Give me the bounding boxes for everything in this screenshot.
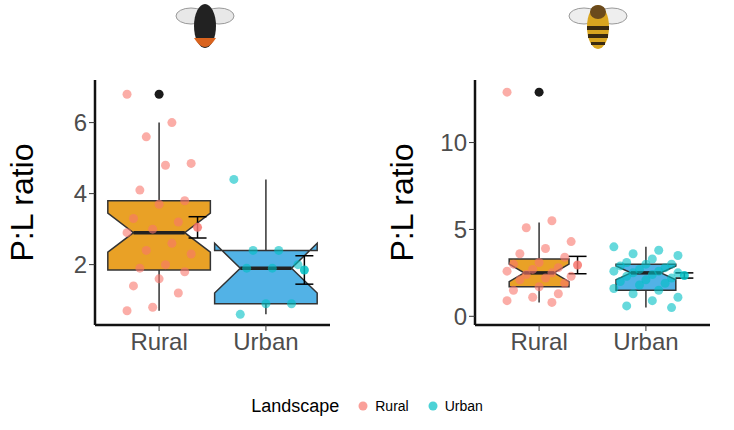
svg-text:P:L ratio: P:L ratio	[384, 144, 420, 262]
svg-text:Urban: Urban	[233, 328, 298, 355]
svg-text:2: 2	[74, 251, 87, 278]
svg-text:Rural: Rural	[130, 328, 187, 355]
svg-text:Rural: Rural	[510, 328, 567, 355]
svg-text:10: 10	[440, 129, 467, 156]
svg-text:0: 0	[454, 303, 467, 330]
svg-text:6: 6	[74, 109, 87, 136]
svg-text:Urban: Urban	[613, 328, 678, 355]
html-text:Rural: Rural	[375, 398, 409, 414]
svg-text:P:L ratio: P:L ratio	[4, 144, 40, 262]
svg-text:5: 5	[454, 216, 467, 243]
html-text:Urban: Urban	[444, 398, 483, 414]
svg-text:4: 4	[74, 180, 87, 207]
html-text:Landscape: Landscape	[251, 395, 340, 416]
